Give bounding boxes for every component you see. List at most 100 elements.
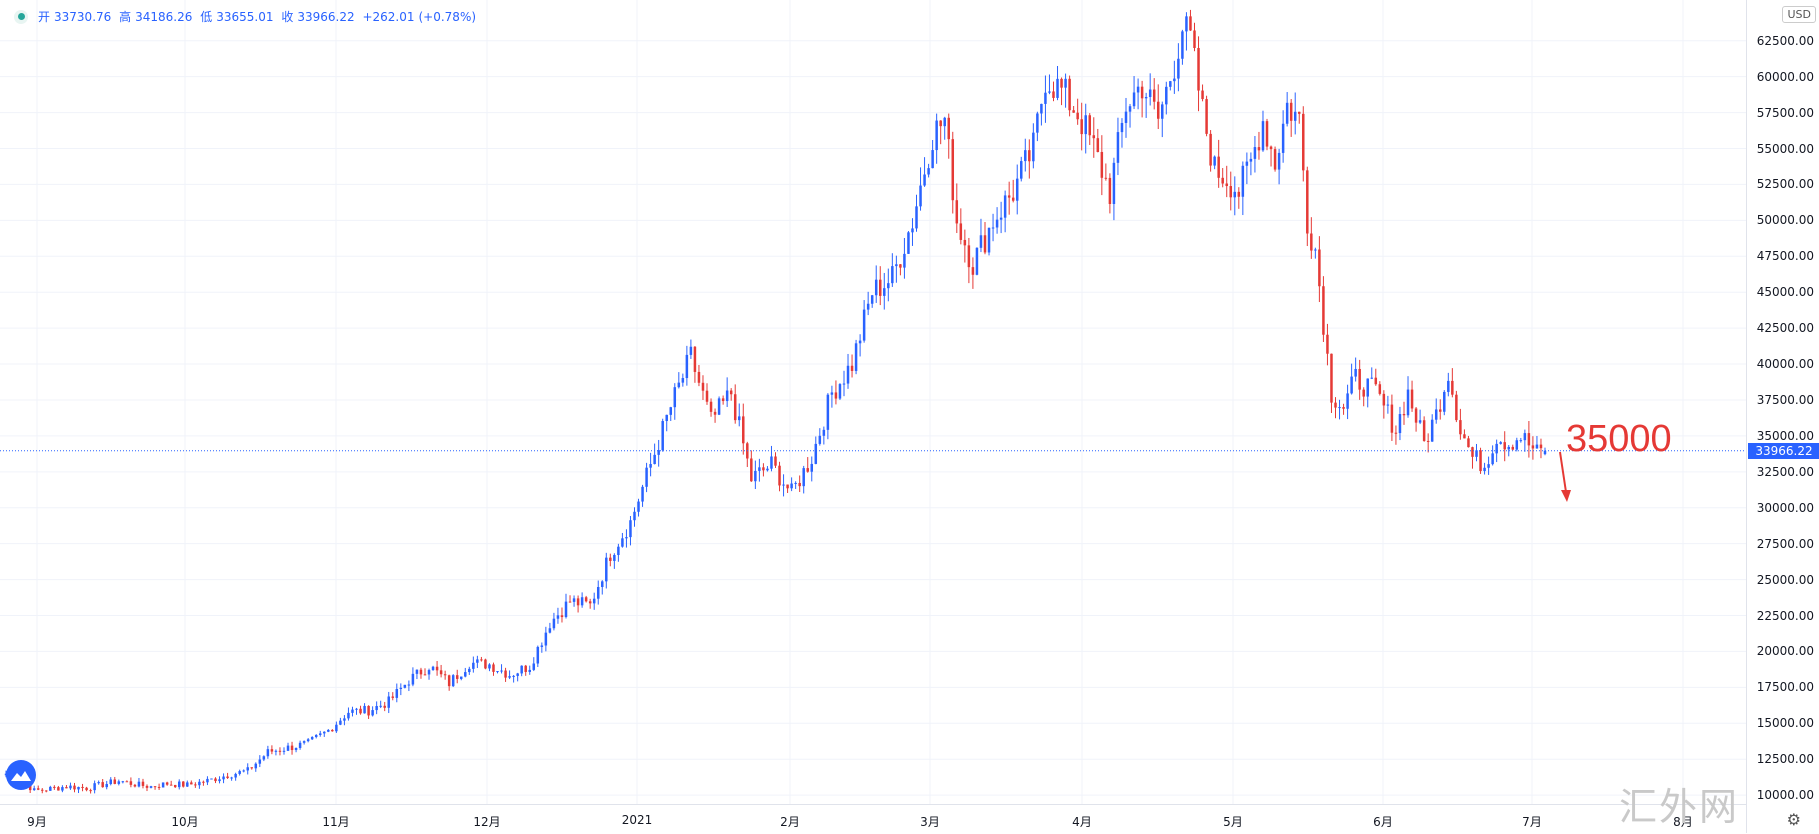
candle-body[interactable] [1096,138,1100,152]
candle-body[interactable] [484,659,487,669]
candle-body[interactable] [310,737,314,740]
candle-body[interactable] [754,470,757,482]
candle-body[interactable] [758,467,761,471]
candle-body[interactable] [105,784,108,788]
candle-body[interactable] [548,628,552,633]
candle-body[interactable] [1531,445,1535,449]
candle-body[interactable] [447,675,451,687]
candle-body[interactable] [1310,233,1313,251]
candle-body[interactable] [1463,434,1466,439]
candle-body[interactable] [717,398,721,415]
candle-body[interactable] [411,673,415,685]
candle-body[interactable] [822,429,826,436]
candle-body[interactable] [1398,414,1402,434]
candle-body[interactable] [665,414,668,422]
candle-body[interactable] [750,458,753,482]
candle-body[interactable] [1322,286,1325,335]
candle-body[interactable] [1293,111,1297,121]
candle-body[interactable] [202,781,205,783]
candle-body[interactable] [464,672,467,677]
candle-body[interactable] [198,781,201,786]
candle-body[interactable] [190,782,193,785]
candle-body[interactable] [415,669,419,674]
candle-body[interactable] [725,390,729,402]
candle-body[interactable] [234,773,237,778]
candle-body[interactable] [355,708,358,710]
candle-body[interactable] [1233,191,1237,198]
candle-body[interactable] [460,676,463,679]
candle-body[interactable] [423,674,427,676]
candle-body[interactable] [709,401,713,412]
candle-body[interactable] [472,662,475,669]
candle-body[interactable] [1245,161,1249,166]
currency-selector[interactable]: USD [1782,6,1816,23]
candle-body[interactable] [705,390,709,402]
candle-body[interactable] [1253,147,1257,159]
candle-body[interactable] [951,139,955,201]
candle-body[interactable] [584,597,588,602]
candle-body[interactable] [282,750,286,752]
candle-body[interactable] [1269,146,1273,150]
candle-body[interactable] [210,778,213,780]
candle-body[interactable] [57,787,60,791]
candle-body[interactable] [1422,420,1426,441]
candle-body[interactable] [41,789,44,791]
candle-body[interactable] [314,734,318,738]
candle-body[interactable] [556,615,560,619]
candle-body[interactable] [1346,393,1349,409]
candle-body[interactable] [866,303,870,310]
candle-body[interactable] [206,778,209,783]
candle-body[interactable] [802,468,805,487]
candle-body[interactable] [230,777,233,779]
candle-body[interactable] [101,782,104,788]
candle-body[interactable] [69,785,72,789]
candle-body[interactable] [1511,446,1515,450]
candle-body[interactable] [177,781,181,788]
candle-body[interactable] [592,598,596,604]
candle-body[interactable] [238,771,241,774]
candle-body[interactable] [568,601,572,603]
candle-body[interactable] [1213,156,1216,166]
candle-body[interactable] [294,747,298,751]
candle-body[interactable] [1040,103,1043,114]
candle-body[interactable] [681,378,685,383]
candle-body[interactable] [878,279,882,296]
candle-body[interactable] [927,168,930,175]
candle-body[interactable] [1527,433,1531,446]
candle-body[interactable] [1281,123,1285,153]
candle-body[interactable] [689,346,693,355]
candle-body[interactable] [1451,380,1454,395]
candle-body[interactable] [701,382,705,391]
candle-body[interactable] [1455,394,1458,421]
candle-body[interactable] [1515,440,1519,450]
candle-body[interactable] [907,232,910,254]
candle-body[interactable] [1072,110,1075,113]
candle-body[interactable] [323,731,326,734]
candle-body[interactable] [1297,111,1301,114]
candle-body[interactable] [302,741,306,743]
candle-body[interactable] [1007,195,1011,198]
candle-body[interactable] [500,670,503,672]
candle-body[interactable] [1225,183,1228,187]
candle-body[interactable] [770,456,773,469]
candle-body[interactable] [270,749,274,752]
candle-body[interactable] [673,387,677,408]
candle-body[interactable] [580,597,584,606]
candle-body[interactable] [266,749,270,757]
candle-body[interactable] [480,659,483,661]
candle-body[interactable] [1257,147,1261,151]
candle-body[interactable] [359,708,362,714]
candle-body[interactable] [870,295,874,304]
candle-body[interactable] [1443,391,1446,412]
candle-body[interactable] [431,666,435,671]
candle-body[interactable] [947,117,950,140]
candle-body[interactable] [508,676,511,678]
candle-body[interactable] [1084,115,1087,135]
candle-body[interactable] [782,484,785,486]
candle-body[interactable] [435,666,439,671]
candle-body[interactable] [939,120,942,127]
candle-body[interactable] [862,309,866,341]
candle-body[interactable] [512,675,515,677]
candle-body[interactable] [1370,377,1374,379]
candle-body[interactable] [790,483,793,489]
